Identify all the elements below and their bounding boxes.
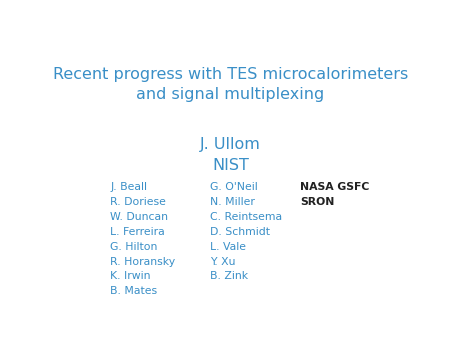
Text: C. Reintsema: C. Reintsema: [210, 212, 282, 222]
Text: G. O'Neil: G. O'Neil: [210, 183, 257, 192]
Text: NIST: NIST: [212, 158, 249, 173]
Text: R. Doriese: R. Doriese: [110, 197, 166, 207]
Text: J. Ullom: J. Ullom: [200, 137, 261, 152]
Text: K. Irwin: K. Irwin: [110, 271, 151, 282]
Text: L. Ferreira: L. Ferreira: [110, 227, 165, 237]
Text: G. Hilton: G. Hilton: [110, 242, 158, 252]
Text: L. Vale: L. Vale: [210, 242, 246, 252]
Text: B. Zink: B. Zink: [210, 271, 248, 282]
Text: D. Schmidt: D. Schmidt: [210, 227, 270, 237]
Text: NASA GSFC: NASA GSFC: [301, 183, 370, 192]
Text: W. Duncan: W. Duncan: [110, 212, 168, 222]
Text: B. Mates: B. Mates: [110, 286, 158, 296]
Text: Y. Xu: Y. Xu: [210, 257, 235, 267]
Text: R. Horansky: R. Horansky: [110, 257, 176, 267]
Text: Recent progress with TES microcalorimeters
and signal multiplexing: Recent progress with TES microcalorimete…: [53, 67, 408, 102]
Text: SRON: SRON: [301, 197, 335, 207]
Text: J. Beall: J. Beall: [110, 183, 147, 192]
Text: N. Miller: N. Miller: [210, 197, 255, 207]
